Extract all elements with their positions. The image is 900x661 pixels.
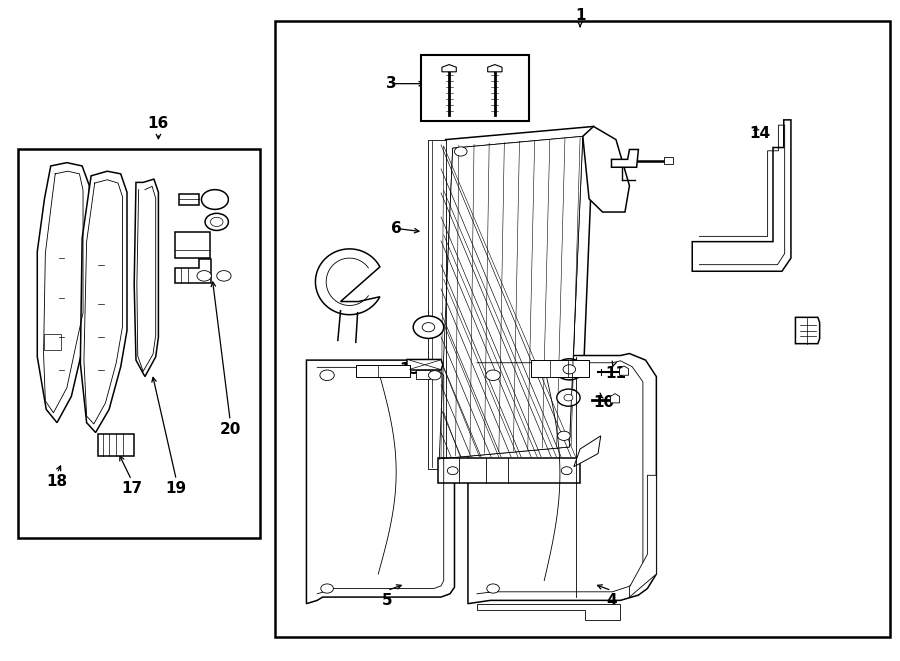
Text: 8: 8	[566, 389, 576, 404]
Bar	[17, 149, 260, 538]
Circle shape	[320, 370, 334, 381]
Polygon shape	[611, 149, 638, 167]
Text: 13: 13	[399, 362, 420, 377]
Polygon shape	[134, 179, 158, 377]
Text: 18: 18	[47, 475, 68, 489]
Bar	[175, 232, 211, 258]
Circle shape	[217, 270, 231, 281]
Text: 11: 11	[606, 366, 626, 381]
Text: 15: 15	[798, 323, 820, 338]
Bar	[438, 458, 580, 483]
Text: 10: 10	[594, 395, 615, 410]
Circle shape	[555, 359, 584, 380]
Polygon shape	[428, 126, 594, 469]
Polygon shape	[407, 360, 443, 370]
Text: 16: 16	[148, 116, 169, 131]
Circle shape	[562, 467, 572, 475]
Polygon shape	[439, 136, 583, 459]
Polygon shape	[37, 163, 89, 422]
Polygon shape	[316, 249, 380, 315]
Text: 20: 20	[220, 422, 241, 437]
Text: 1: 1	[575, 9, 585, 23]
Circle shape	[486, 370, 500, 381]
Polygon shape	[663, 157, 672, 164]
Polygon shape	[80, 171, 127, 432]
Text: 9: 9	[566, 362, 576, 377]
Circle shape	[558, 431, 571, 440]
Text: 2: 2	[319, 287, 329, 302]
Text: 5: 5	[382, 593, 392, 608]
Text: 17: 17	[121, 481, 142, 496]
Text: 19: 19	[166, 481, 187, 496]
Circle shape	[447, 467, 458, 475]
Polygon shape	[488, 65, 502, 72]
Circle shape	[197, 270, 211, 281]
Circle shape	[557, 389, 580, 407]
Polygon shape	[619, 366, 628, 375]
Bar	[98, 434, 134, 455]
Circle shape	[563, 365, 576, 374]
Polygon shape	[442, 65, 456, 72]
Circle shape	[487, 584, 500, 593]
Bar	[275, 21, 889, 637]
Circle shape	[428, 371, 441, 380]
Circle shape	[564, 395, 573, 401]
Polygon shape	[574, 436, 600, 467]
Polygon shape	[796, 317, 820, 344]
Circle shape	[422, 323, 435, 332]
Text: 3: 3	[386, 76, 397, 91]
Polygon shape	[468, 354, 656, 603]
Polygon shape	[629, 475, 656, 597]
Text: 7: 7	[425, 317, 436, 331]
Polygon shape	[306, 360, 454, 603]
Circle shape	[211, 217, 223, 227]
Text: 6: 6	[391, 221, 401, 236]
Text: 4: 4	[607, 593, 616, 608]
Circle shape	[454, 147, 467, 156]
Bar	[44, 334, 60, 350]
Polygon shape	[428, 139, 446, 469]
Polygon shape	[583, 126, 629, 212]
Bar	[356, 365, 410, 377]
Polygon shape	[439, 136, 583, 459]
Circle shape	[202, 190, 229, 210]
Polygon shape	[692, 120, 791, 271]
Polygon shape	[477, 603, 620, 620]
Bar	[531, 360, 590, 377]
Polygon shape	[610, 394, 619, 403]
Polygon shape	[175, 259, 211, 283]
Bar	[421, 56, 529, 121]
Text: 14: 14	[749, 126, 770, 141]
Bar	[179, 194, 199, 206]
Circle shape	[205, 214, 229, 231]
Text: 12: 12	[606, 162, 626, 176]
Bar	[416, 370, 430, 379]
Circle shape	[413, 316, 444, 338]
Circle shape	[320, 584, 333, 593]
